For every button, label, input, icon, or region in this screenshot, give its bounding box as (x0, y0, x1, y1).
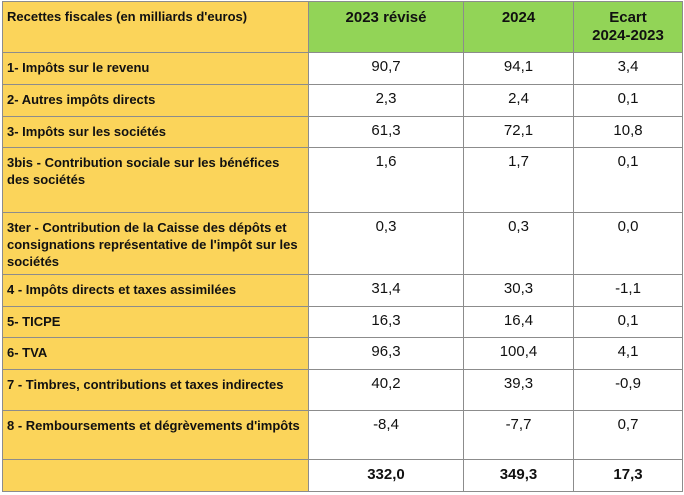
row-value-2023: 31,4 (308, 274, 464, 307)
table-row: 3bis - Contribution sociale sur les béné… (2, 147, 683, 213)
total-value-2023: 332,0 (308, 459, 464, 492)
row-value-2023: -8,4 (308, 410, 464, 460)
row-value-2024: 2,4 (463, 84, 574, 117)
row-value-2024: 72,1 (463, 116, 574, 148)
table-row: 1- Impôts sur le revenu 90,7 94,1 3,4 (2, 52, 683, 85)
row-label: 1- Impôts sur le revenu (2, 52, 309, 85)
row-value-2023: 61,3 (308, 116, 464, 148)
row-label: 4 - Impôts directs et taxes assimilées (2, 274, 309, 307)
row-value-2024: 94,1 (463, 52, 574, 85)
row-value-2023: 0,3 (308, 212, 464, 275)
row-label: 3- Impôts sur les sociétés (2, 116, 309, 148)
header-2023: 2023 révisé (308, 1, 464, 53)
table-row: 8 - Remboursements et dégrèvements d'imp… (2, 410, 683, 460)
header-ecart-line2: 2024-2023 (592, 27, 664, 44)
row-value-2024: 39,3 (463, 369, 574, 411)
table-row: 2- Autres impôts directs 2,3 2,4 0,1 (2, 84, 683, 117)
row-value-2023: 16,3 (308, 306, 464, 338)
total-value-ecart: 17,3 (573, 459, 683, 492)
row-value-2024: 0,3 (463, 212, 574, 275)
row-value-ecart: 10,8 (573, 116, 683, 148)
row-value-2024: 16,4 (463, 306, 574, 338)
header-ecart-line1: Ecart (609, 9, 647, 26)
table-row: 7 - Timbres, contributions et taxes indi… (2, 369, 683, 411)
table-row: 4 - Impôts directs et taxes assimilées 3… (2, 274, 683, 307)
row-label: 6- TVA (2, 337, 309, 370)
row-value-2023: 1,6 (308, 147, 464, 213)
row-value-ecart: -1,1 (573, 274, 683, 307)
total-row: 332,0 349,3 17,3 (2, 459, 683, 492)
row-value-2024: -7,7 (463, 410, 574, 460)
row-value-2024: 100,4 (463, 337, 574, 370)
row-label: 2- Autres impôts directs (2, 84, 309, 117)
row-value-2023: 90,7 (308, 52, 464, 85)
row-value-ecart: -0,9 (573, 369, 683, 411)
row-label: 3bis - Contribution sociale sur les béné… (2, 147, 309, 213)
header-ecart: Ecart 2024-2023 (573, 1, 683, 53)
table-row: 3ter - Contribution de la Caisse des dép… (2, 212, 683, 275)
table-header-row: Recettes fiscales (en milliards d'euros)… (2, 1, 683, 53)
table-row: 5- TICPE 16,3 16,4 0,1 (2, 306, 683, 338)
row-label: 5- TICPE (2, 306, 309, 338)
header-label: Recettes fiscales (en milliards d'euros) (2, 1, 309, 53)
row-value-2023: 40,2 (308, 369, 464, 411)
row-value-2023: 2,3 (308, 84, 464, 117)
row-value-2024: 1,7 (463, 147, 574, 213)
row-value-ecart: 0,7 (573, 410, 683, 460)
row-label: 7 - Timbres, contributions et taxes indi… (2, 369, 309, 411)
total-value-2024: 349,3 (463, 459, 574, 492)
table-row: 3- Impôts sur les sociétés 61,3 72,1 10,… (2, 116, 683, 148)
row-value-ecart: 0,1 (573, 84, 683, 117)
row-value-ecart: 0,1 (573, 306, 683, 338)
row-value-ecart: 4,1 (573, 337, 683, 370)
row-value-ecart: 0,1 (573, 147, 683, 213)
row-label: 3ter - Contribution de la Caisse des dép… (2, 212, 309, 275)
row-value-ecart: 3,4 (573, 52, 683, 85)
table-row: 6- TVA 96,3 100,4 4,1 (2, 337, 683, 370)
row-value-2023: 96,3 (308, 337, 464, 370)
header-2024: 2024 (463, 1, 574, 53)
row-value-2024: 30,3 (463, 274, 574, 307)
total-label (2, 459, 309, 492)
row-label: 8 - Remboursements et dégrèvements d'imp… (2, 410, 309, 460)
row-value-ecart: 0,0 (573, 212, 683, 275)
